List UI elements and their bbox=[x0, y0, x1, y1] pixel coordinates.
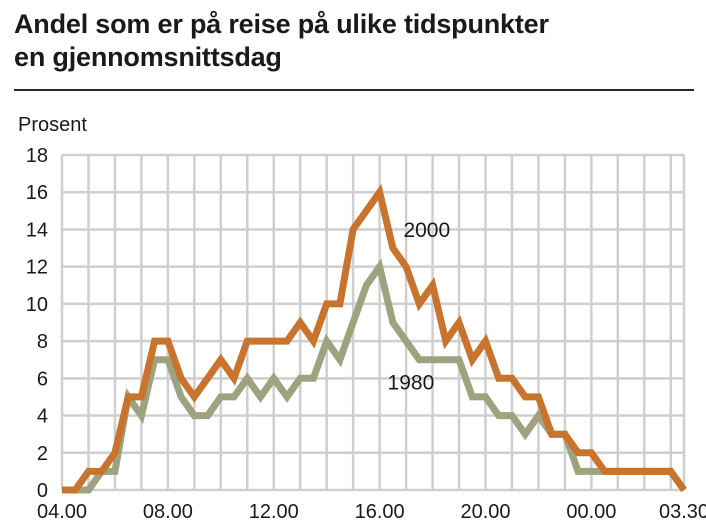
x-tick-label: 16.00 bbox=[355, 501, 405, 523]
x-tick-label: 00.00 bbox=[566, 501, 616, 523]
y-tick-label: 18 bbox=[26, 145, 48, 167]
series-label-1980: 1980 bbox=[388, 372, 435, 395]
x-tick-label: 04.00 bbox=[37, 501, 87, 523]
x-tick-label: 03.30 bbox=[659, 501, 706, 523]
y-tick-label: 4 bbox=[37, 406, 48, 428]
y-axis-unit-label: Prosent bbox=[18, 114, 87, 136]
y-tick-label: 0 bbox=[37, 480, 48, 502]
y-tick-label: 2 bbox=[37, 443, 48, 465]
y-tick-label: 14 bbox=[26, 219, 48, 241]
x-tick-label: 08.00 bbox=[143, 501, 193, 523]
chart-title-line-2: en gjennomsnittsdag bbox=[14, 42, 282, 72]
chart-title-line-1: Andel som er på reise på ulike tidspunkt… bbox=[14, 9, 549, 39]
series-label-2000: 2000 bbox=[403, 219, 450, 242]
x-tick-label: 12.00 bbox=[249, 501, 299, 523]
title-divider bbox=[14, 89, 694, 91]
series-line-1980 bbox=[62, 258, 687, 494]
x-tick-label: 20.00 bbox=[460, 501, 510, 523]
series-line-2000 bbox=[62, 183, 687, 494]
chart-series-layer bbox=[62, 183, 687, 494]
y-tick-label: 8 bbox=[37, 331, 48, 353]
y-tick-label: 16 bbox=[26, 182, 48, 204]
y-tick-label: 6 bbox=[37, 368, 48, 390]
chart-title: Andel som er på reise på ulike tidspunkt… bbox=[14, 8, 694, 74]
y-tick-label: 12 bbox=[26, 257, 48, 279]
chart-labels: 0 2 4 6 8 10 12 14 16 18 04.00 08.00 12.00 16.00 20.00… bbox=[26, 145, 706, 523]
y-tick-label: 10 bbox=[26, 294, 48, 316]
